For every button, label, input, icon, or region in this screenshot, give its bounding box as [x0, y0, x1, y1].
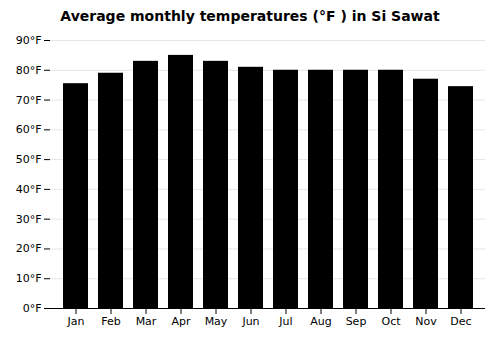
svg-text:0°F: 0°F: [23, 302, 42, 315]
svg-text:Jul: Jul: [278, 315, 292, 328]
svg-text:Apr: Apr: [171, 315, 191, 328]
svg-text:Dec: Dec: [450, 315, 471, 328]
svg-text:Feb: Feb: [101, 315, 120, 328]
svg-text:30°F: 30°F: [16, 213, 42, 226]
svg-text:60°F: 60°F: [16, 123, 42, 136]
svg-text:Mar: Mar: [136, 315, 157, 328]
svg-text:10°F: 10°F: [16, 272, 42, 285]
svg-text:Nov: Nov: [415, 315, 437, 328]
svg-text:90°F: 90°F: [16, 34, 42, 47]
svg-text:Oct: Oct: [381, 315, 401, 328]
svg-text:70°F: 70°F: [16, 94, 42, 107]
svg-text:Jun: Jun: [241, 315, 259, 328]
svg-text:Sep: Sep: [346, 315, 367, 328]
svg-text:Jan: Jan: [67, 315, 85, 328]
svg-text:20°F: 20°F: [16, 242, 42, 255]
html-text:Average monthly temperatures (: Average monthly temperatures (°F ) in Si…: [60, 8, 440, 24]
svg-text:Aug: Aug: [310, 315, 331, 328]
svg-text:40°F: 40°F: [16, 183, 42, 196]
svg-text:May: May: [205, 315, 228, 328]
svg-text:50°F: 50°F: [16, 153, 42, 166]
svg-text:80°F: 80°F: [16, 64, 42, 77]
